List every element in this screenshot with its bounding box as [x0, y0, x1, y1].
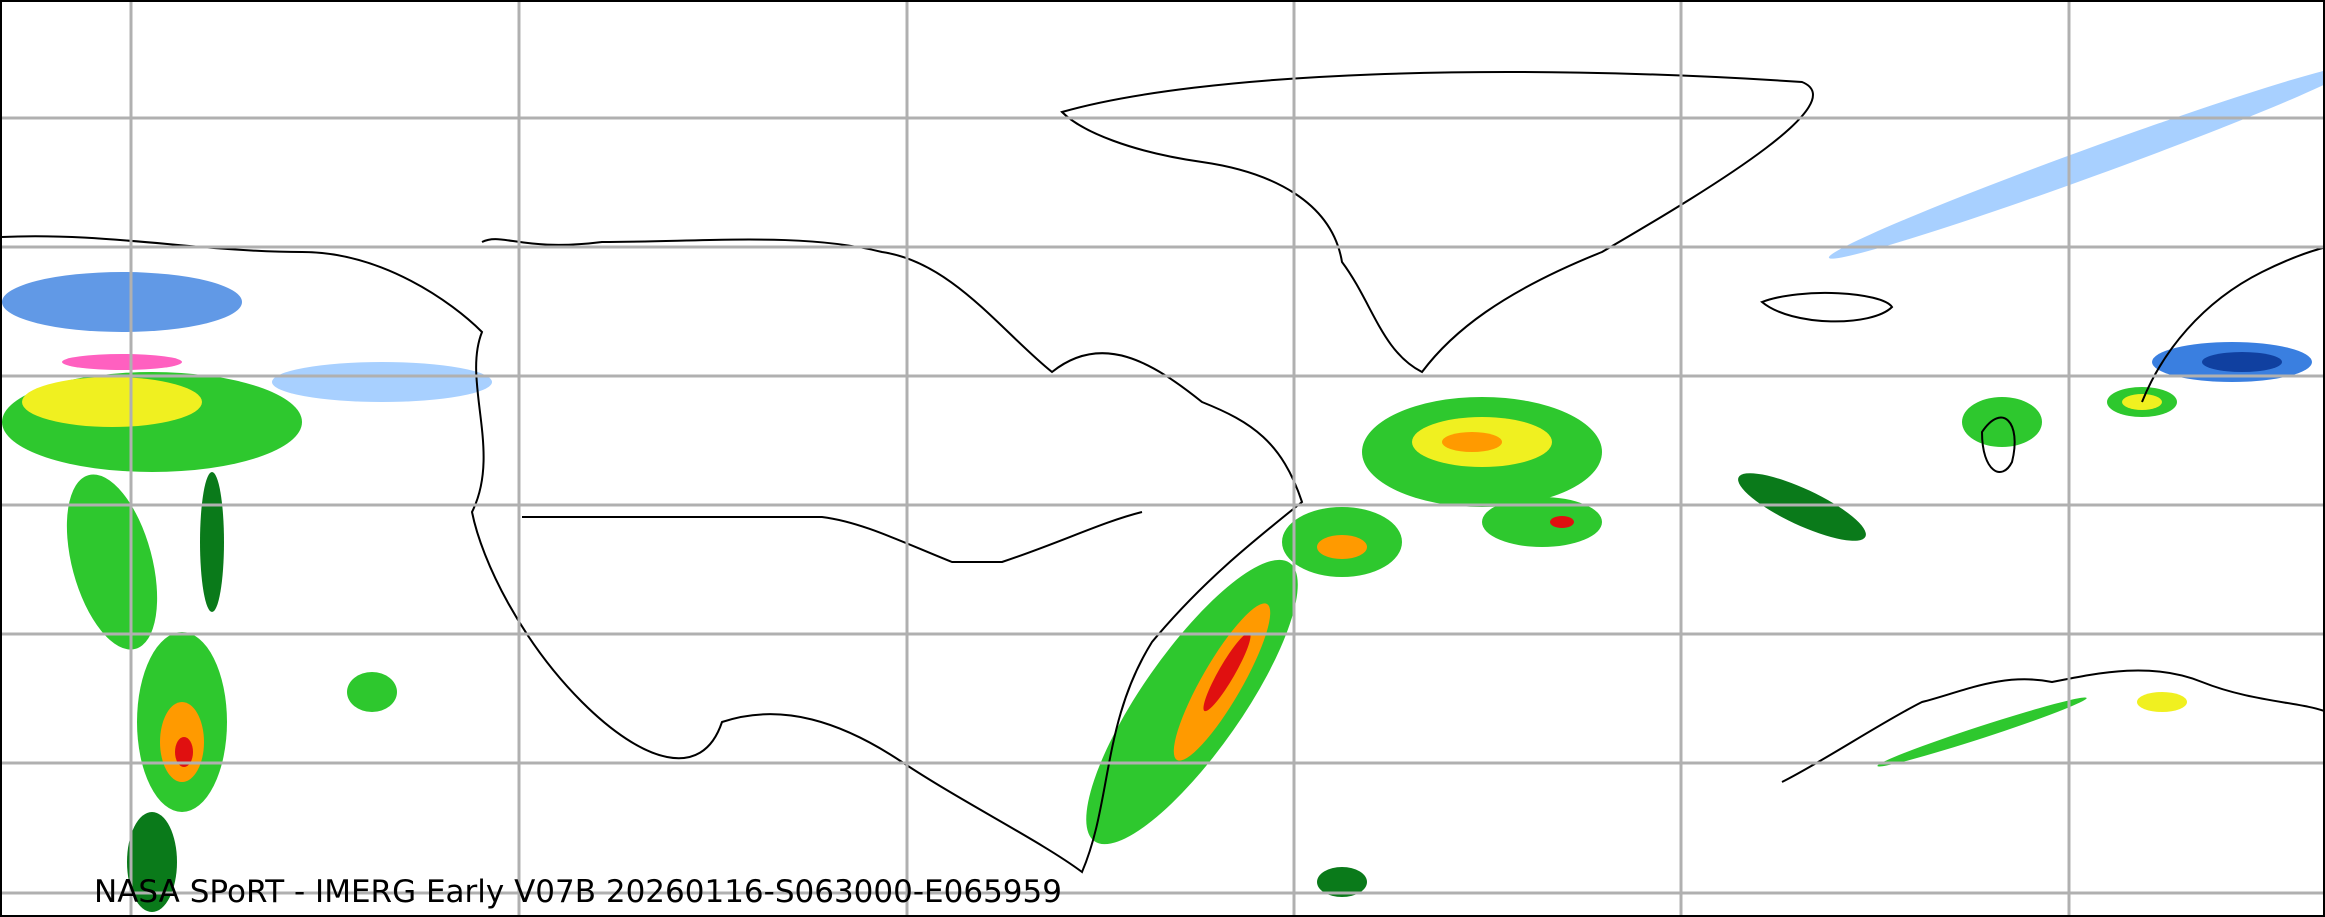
- precip-green: [1482, 497, 1602, 547]
- precip-blue: [2, 272, 242, 332]
- precip-orange: [1442, 432, 1502, 452]
- precip-dark-blue: [2202, 352, 2282, 372]
- precip-green: [66, 474, 158, 650]
- precip-green: [1877, 697, 2087, 767]
- precip-orange: [1317, 535, 1367, 559]
- coastlines: [2, 71, 2323, 874]
- map-caption: NASA SPoRT - IMERG Early V07B 20260116-S…: [94, 874, 1062, 910]
- europe-outline: [1781, 669, 2323, 783]
- greenland-outline: [1060, 71, 1814, 374]
- north-america-outline: [2, 235, 1304, 874]
- uk-outline: [1980, 416, 2016, 473]
- us-canada-border: [522, 511, 1143, 563]
- precip-yellow: [2137, 692, 2187, 712]
- precip-layer: [2, 65, 2323, 912]
- precip-red: [1203, 632, 1251, 712]
- scandinavia-outline: [2141, 246, 2323, 403]
- precip-light-blue: [1828, 65, 2323, 259]
- precip-light-blue: [272, 362, 492, 402]
- precip-yellow: [22, 377, 202, 427]
- precip-dark-green: [1738, 473, 1866, 541]
- precip-red: [1550, 516, 1574, 528]
- precip-green: [1962, 397, 2042, 447]
- precip-pink: [62, 354, 182, 370]
- precip-green: [1317, 867, 1367, 897]
- iceland-outline: [1760, 291, 1894, 323]
- precip-dark-green: [200, 472, 224, 612]
- precip-red: [175, 737, 193, 767]
- precip-dark-green: [127, 812, 177, 912]
- precip-green: [347, 672, 397, 712]
